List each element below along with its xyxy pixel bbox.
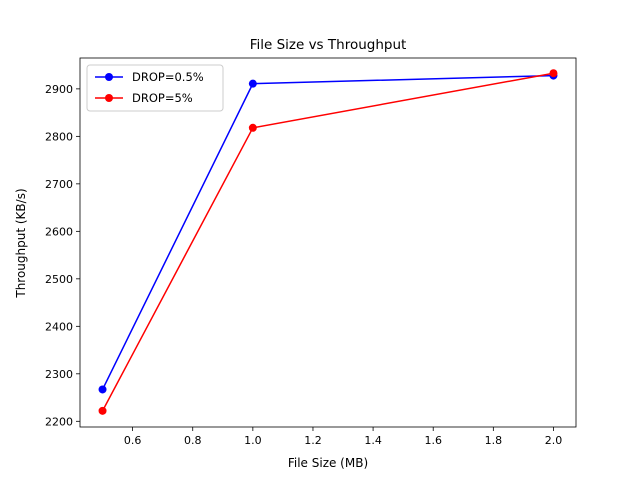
data-point-0-1: [248, 79, 257, 88]
y-tick-label: 2700: [45, 178, 73, 191]
data-point-1-0: [98, 406, 107, 415]
y-tick-label: 2900: [45, 83, 73, 96]
x-tick-label: 2.0: [545, 434, 563, 447]
y-axis-label: Throughput (KB/s): [14, 188, 28, 298]
x-tick-label: 1.6: [424, 434, 442, 447]
data-point-1-2: [549, 69, 558, 78]
legend: DROP=0.5% DROP=5%: [86, 64, 224, 112]
x-tick-label: 1.4: [364, 434, 382, 447]
y-tick-label: 2200: [45, 415, 73, 428]
y-tick-label: 2300: [45, 368, 73, 381]
legend-label-0: DROP=0.5%: [132, 70, 204, 84]
chart-title: File Size vs Throughput: [250, 37, 407, 53]
x-tick-label: 1.8: [485, 434, 503, 447]
x-tick-label: 1.2: [304, 434, 322, 447]
data-point-0-0: [98, 385, 107, 394]
y-tick-label: 2400: [45, 320, 73, 333]
legend-marker-0: [105, 73, 113, 81]
y-tick-label: 2600: [45, 225, 73, 238]
x-tick-label: 1.0: [244, 434, 262, 447]
y-tick-label: 2500: [45, 273, 73, 286]
x-tick-label: 0.6: [124, 434, 142, 447]
y-tick-label: 2800: [45, 130, 73, 143]
x-axis-label: File Size (MB): [288, 456, 368, 470]
legend-marker-1: [105, 94, 113, 102]
x-tick-label: 0.8: [184, 434, 202, 447]
plot-area: 0.6 0.8 1.0 1.2 1.4 1.6 1.8 2.0 2200 2300 2400 2500…: [45, 57, 577, 447]
axes-frame: [79, 57, 577, 428]
data-point-1-1: [248, 123, 257, 132]
legend-label-1: DROP=5%: [132, 91, 193, 105]
